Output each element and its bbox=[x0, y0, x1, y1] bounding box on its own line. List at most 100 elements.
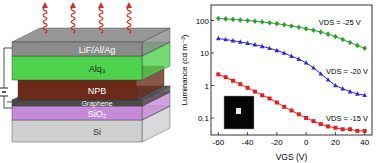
x-tick-label: -40 bbox=[242, 138, 254, 147]
y-axis-label: Luminance (cd m⁻²) bbox=[180, 34, 189, 105]
y-tick-label: 0.1 bbox=[198, 114, 210, 123]
point bbox=[326, 77, 331, 81]
layer-front bbox=[12, 106, 142, 120]
y-tick bbox=[211, 118, 214, 119]
layer-front bbox=[12, 120, 142, 142]
point bbox=[348, 127, 352, 131]
layer-label: LiF/Al/Ag bbox=[79, 45, 116, 55]
point bbox=[282, 50, 287, 54]
y-tick-label: 10 bbox=[200, 49, 209, 58]
layer-front bbox=[12, 100, 142, 106]
x-tick bbox=[218, 132, 219, 135]
point bbox=[260, 19, 265, 25]
point bbox=[289, 23, 294, 29]
y-tick bbox=[211, 20, 214, 21]
point bbox=[282, 22, 287, 28]
y-tick-label: 100 bbox=[196, 17, 210, 26]
point bbox=[340, 86, 345, 90]
point bbox=[333, 126, 337, 130]
layer-label: SiO₂ bbox=[88, 109, 107, 119]
point bbox=[304, 60, 309, 64]
point bbox=[267, 20, 272, 26]
point bbox=[348, 89, 353, 93]
point bbox=[224, 75, 228, 79]
layer-front bbox=[12, 56, 142, 80]
x-tick-label: 20 bbox=[331, 138, 340, 147]
x-tick bbox=[247, 132, 248, 135]
light-wave bbox=[99, 7, 103, 33]
point bbox=[341, 127, 345, 131]
battery bbox=[2, 91, 6, 93]
point bbox=[297, 112, 301, 116]
wave-arrow bbox=[98, 2, 104, 8]
y-tick bbox=[211, 85, 214, 86]
x-tick-label: 0 bbox=[304, 138, 309, 147]
point bbox=[355, 129, 359, 133]
layer-label: NPB bbox=[88, 86, 107, 96]
point bbox=[319, 122, 323, 126]
point bbox=[326, 31, 331, 37]
layer-top bbox=[12, 28, 170, 42]
layer-label: Si bbox=[93, 127, 101, 137]
point bbox=[304, 26, 309, 32]
light-wave bbox=[43, 7, 47, 33]
light-wave bbox=[71, 7, 75, 33]
point bbox=[318, 71, 323, 75]
point bbox=[363, 129, 367, 133]
point bbox=[289, 54, 294, 58]
device-diagram: SiSiO₂GrapheneNPBAlq₃LiF/Al/Ag bbox=[0, 2, 170, 142]
layer-label: Graphene bbox=[81, 100, 112, 108]
point bbox=[311, 27, 316, 33]
point bbox=[216, 36, 221, 40]
point bbox=[268, 96, 272, 100]
point bbox=[223, 37, 228, 41]
point bbox=[216, 16, 221, 22]
x-tick bbox=[306, 132, 307, 135]
layer-front bbox=[18, 80, 136, 100]
wave-arrow bbox=[70, 2, 76, 8]
x-tick-label: -20 bbox=[271, 138, 283, 147]
point bbox=[216, 72, 220, 76]
point bbox=[362, 93, 367, 97]
chart: -60-40-20020400.1110100VGS (V)Luminance … bbox=[180, 5, 372, 162]
series-label: VDS = -25 V bbox=[319, 18, 361, 27]
point bbox=[333, 34, 338, 40]
x-tick bbox=[276, 132, 277, 135]
x-axis-label: VGS (V) bbox=[276, 152, 308, 162]
battery bbox=[0, 96, 8, 97]
series-label: VDS = -15 V bbox=[326, 114, 368, 123]
inset-photo bbox=[224, 96, 254, 129]
point bbox=[355, 43, 360, 49]
point bbox=[311, 119, 315, 123]
point bbox=[333, 83, 338, 87]
point bbox=[238, 17, 243, 23]
x-tick-label: 40 bbox=[360, 138, 369, 147]
point bbox=[290, 109, 294, 113]
point bbox=[311, 65, 316, 69]
point bbox=[246, 86, 250, 90]
point bbox=[340, 37, 345, 43]
point bbox=[318, 29, 323, 35]
point bbox=[223, 16, 228, 22]
point bbox=[355, 91, 360, 95]
plot-frame bbox=[211, 5, 372, 135]
point bbox=[275, 48, 280, 52]
point bbox=[253, 18, 258, 24]
point bbox=[275, 21, 280, 27]
figure: SiSiO₂GrapheneNPBAlq₃LiF/Al/Ag-60-40-200… bbox=[0, 0, 378, 163]
wave-arrow bbox=[126, 2, 132, 8]
point bbox=[238, 82, 242, 86]
series-label: VDS = -20 V bbox=[326, 67, 368, 76]
point bbox=[253, 90, 257, 94]
y-tick-label: 1 bbox=[205, 82, 210, 91]
point bbox=[326, 124, 330, 128]
battery bbox=[0, 88, 8, 89]
point bbox=[297, 56, 302, 60]
point bbox=[238, 39, 243, 43]
point bbox=[253, 42, 258, 46]
series-line bbox=[218, 19, 364, 49]
wire bbox=[4, 48, 12, 108]
point bbox=[348, 40, 353, 46]
layer-front bbox=[12, 42, 142, 56]
inset-spot bbox=[236, 108, 241, 114]
